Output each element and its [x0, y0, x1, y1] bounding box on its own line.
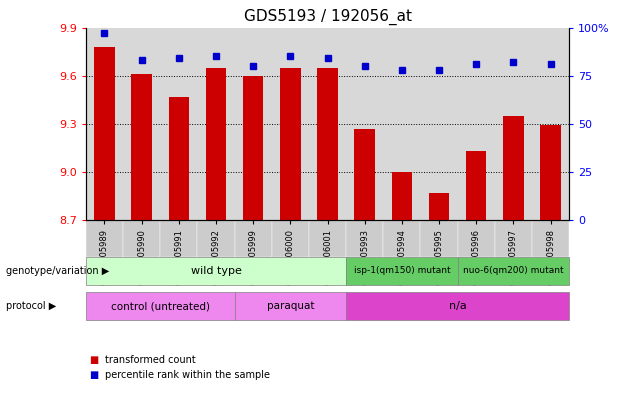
Bar — [429, 193, 449, 220]
Title: GDS5193 / 192056_at: GDS5193 / 192056_at — [244, 9, 411, 25]
Bar — [132, 74, 152, 220]
Text: nuo-6(qm200) mutant: nuo-6(qm200) mutant — [463, 266, 563, 275]
Text: wild type: wild type — [191, 266, 242, 276]
Bar — [541, 125, 561, 220]
Bar — [354, 129, 375, 220]
Bar — [466, 151, 487, 220]
Text: protocol ▶: protocol ▶ — [6, 301, 57, 311]
Bar — [280, 68, 301, 220]
Bar — [243, 76, 263, 220]
Bar — [169, 97, 189, 220]
Bar — [317, 68, 338, 220]
Text: isp-1(qm150) mutant: isp-1(qm150) mutant — [354, 266, 450, 275]
Text: ■: ■ — [89, 370, 99, 380]
Bar — [94, 47, 114, 220]
Bar — [392, 172, 412, 220]
Text: transformed count: transformed count — [105, 354, 196, 365]
Text: paraquat: paraquat — [266, 301, 314, 311]
Text: genotype/variation ▶: genotype/variation ▶ — [6, 266, 109, 276]
Text: control (untreated): control (untreated) — [111, 301, 210, 311]
Text: ■: ■ — [89, 354, 99, 365]
Bar — [503, 116, 523, 220]
Text: n/a: n/a — [449, 301, 467, 311]
Text: percentile rank within the sample: percentile rank within the sample — [105, 370, 270, 380]
Bar — [206, 68, 226, 220]
